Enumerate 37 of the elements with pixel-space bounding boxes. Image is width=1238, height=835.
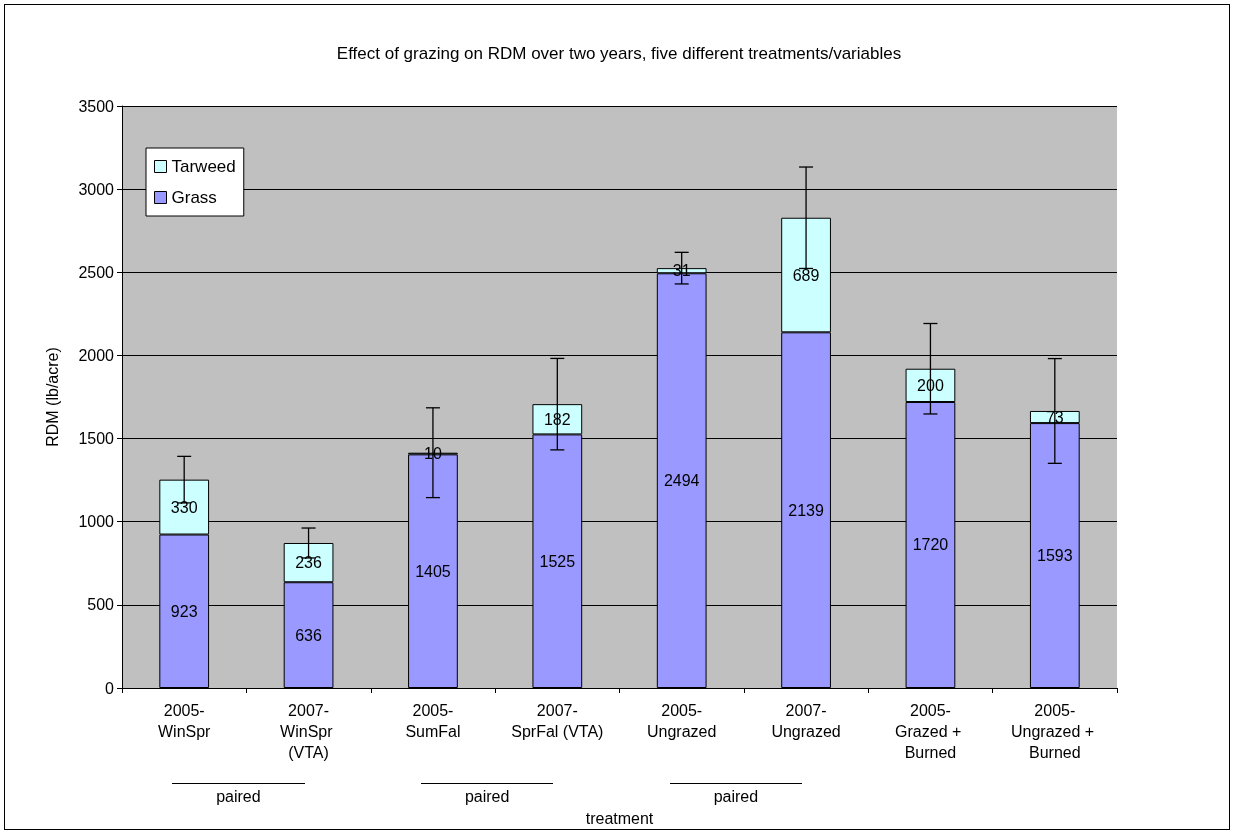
x-tick-label: 2005-Ungrazed + Burned: [1011, 702, 1099, 761]
y-tick-label: 500: [87, 596, 115, 614]
data-label: 10: [424, 445, 442, 463]
data-label: 31: [672, 262, 691, 280]
y-axis-title: RDM (lb/acre): [43, 347, 61, 447]
data-label: 2139: [788, 501, 824, 519]
x-tick-label: 2005-Grazed + Burned: [895, 702, 966, 761]
text: paired: [463, 788, 511, 806]
data-label: 236: [295, 554, 323, 572]
y-tick-label: 2000: [78, 346, 115, 364]
y-tick-label: 2500: [78, 263, 115, 281]
legend-label: Grass: [171, 188, 217, 207]
text: paired: [712, 788, 760, 806]
data-label: 1720: [912, 536, 949, 554]
text: paired: [215, 788, 262, 806]
data-label: 1593: [1037, 547, 1073, 565]
chart-title: Effect of grazing on RDM over two years, five different treatments/variables: [336, 44, 902, 63]
y-tick-label: 3000: [78, 180, 115, 198]
y-tick-label: 3500: [78, 97, 115, 115]
data-label: 689: [792, 266, 820, 284]
legend-label: Tarweed: [171, 157, 236, 176]
data-label: 1405: [415, 562, 451, 580]
y-tick-label: 1000: [78, 513, 115, 531]
x-tick-label: 2005-WinSpr: [157, 702, 212, 740]
data-label: 2494: [663, 472, 700, 490]
x-tick-label: 2005-Ungrazed: [647, 702, 717, 740]
y-tick-label: 0: [105, 679, 115, 697]
x-tick-label: 2007-SprFal (VTA): [511, 702, 604, 740]
x-tick-label: 2005-SumFal: [405, 702, 461, 740]
y-tick-label: 1500: [78, 430, 115, 448]
data-label: 1525: [539, 552, 576, 570]
x-tick-label: 2007-WinSpr (VTA): [280, 702, 338, 761]
x-axis-title: treatment: [585, 809, 654, 827]
data-label: 636: [295, 626, 323, 644]
x-tick-label: 2007-Ungrazed: [771, 702, 841, 740]
data-label: 330: [170, 498, 198, 516]
data-label: 923: [170, 602, 198, 620]
